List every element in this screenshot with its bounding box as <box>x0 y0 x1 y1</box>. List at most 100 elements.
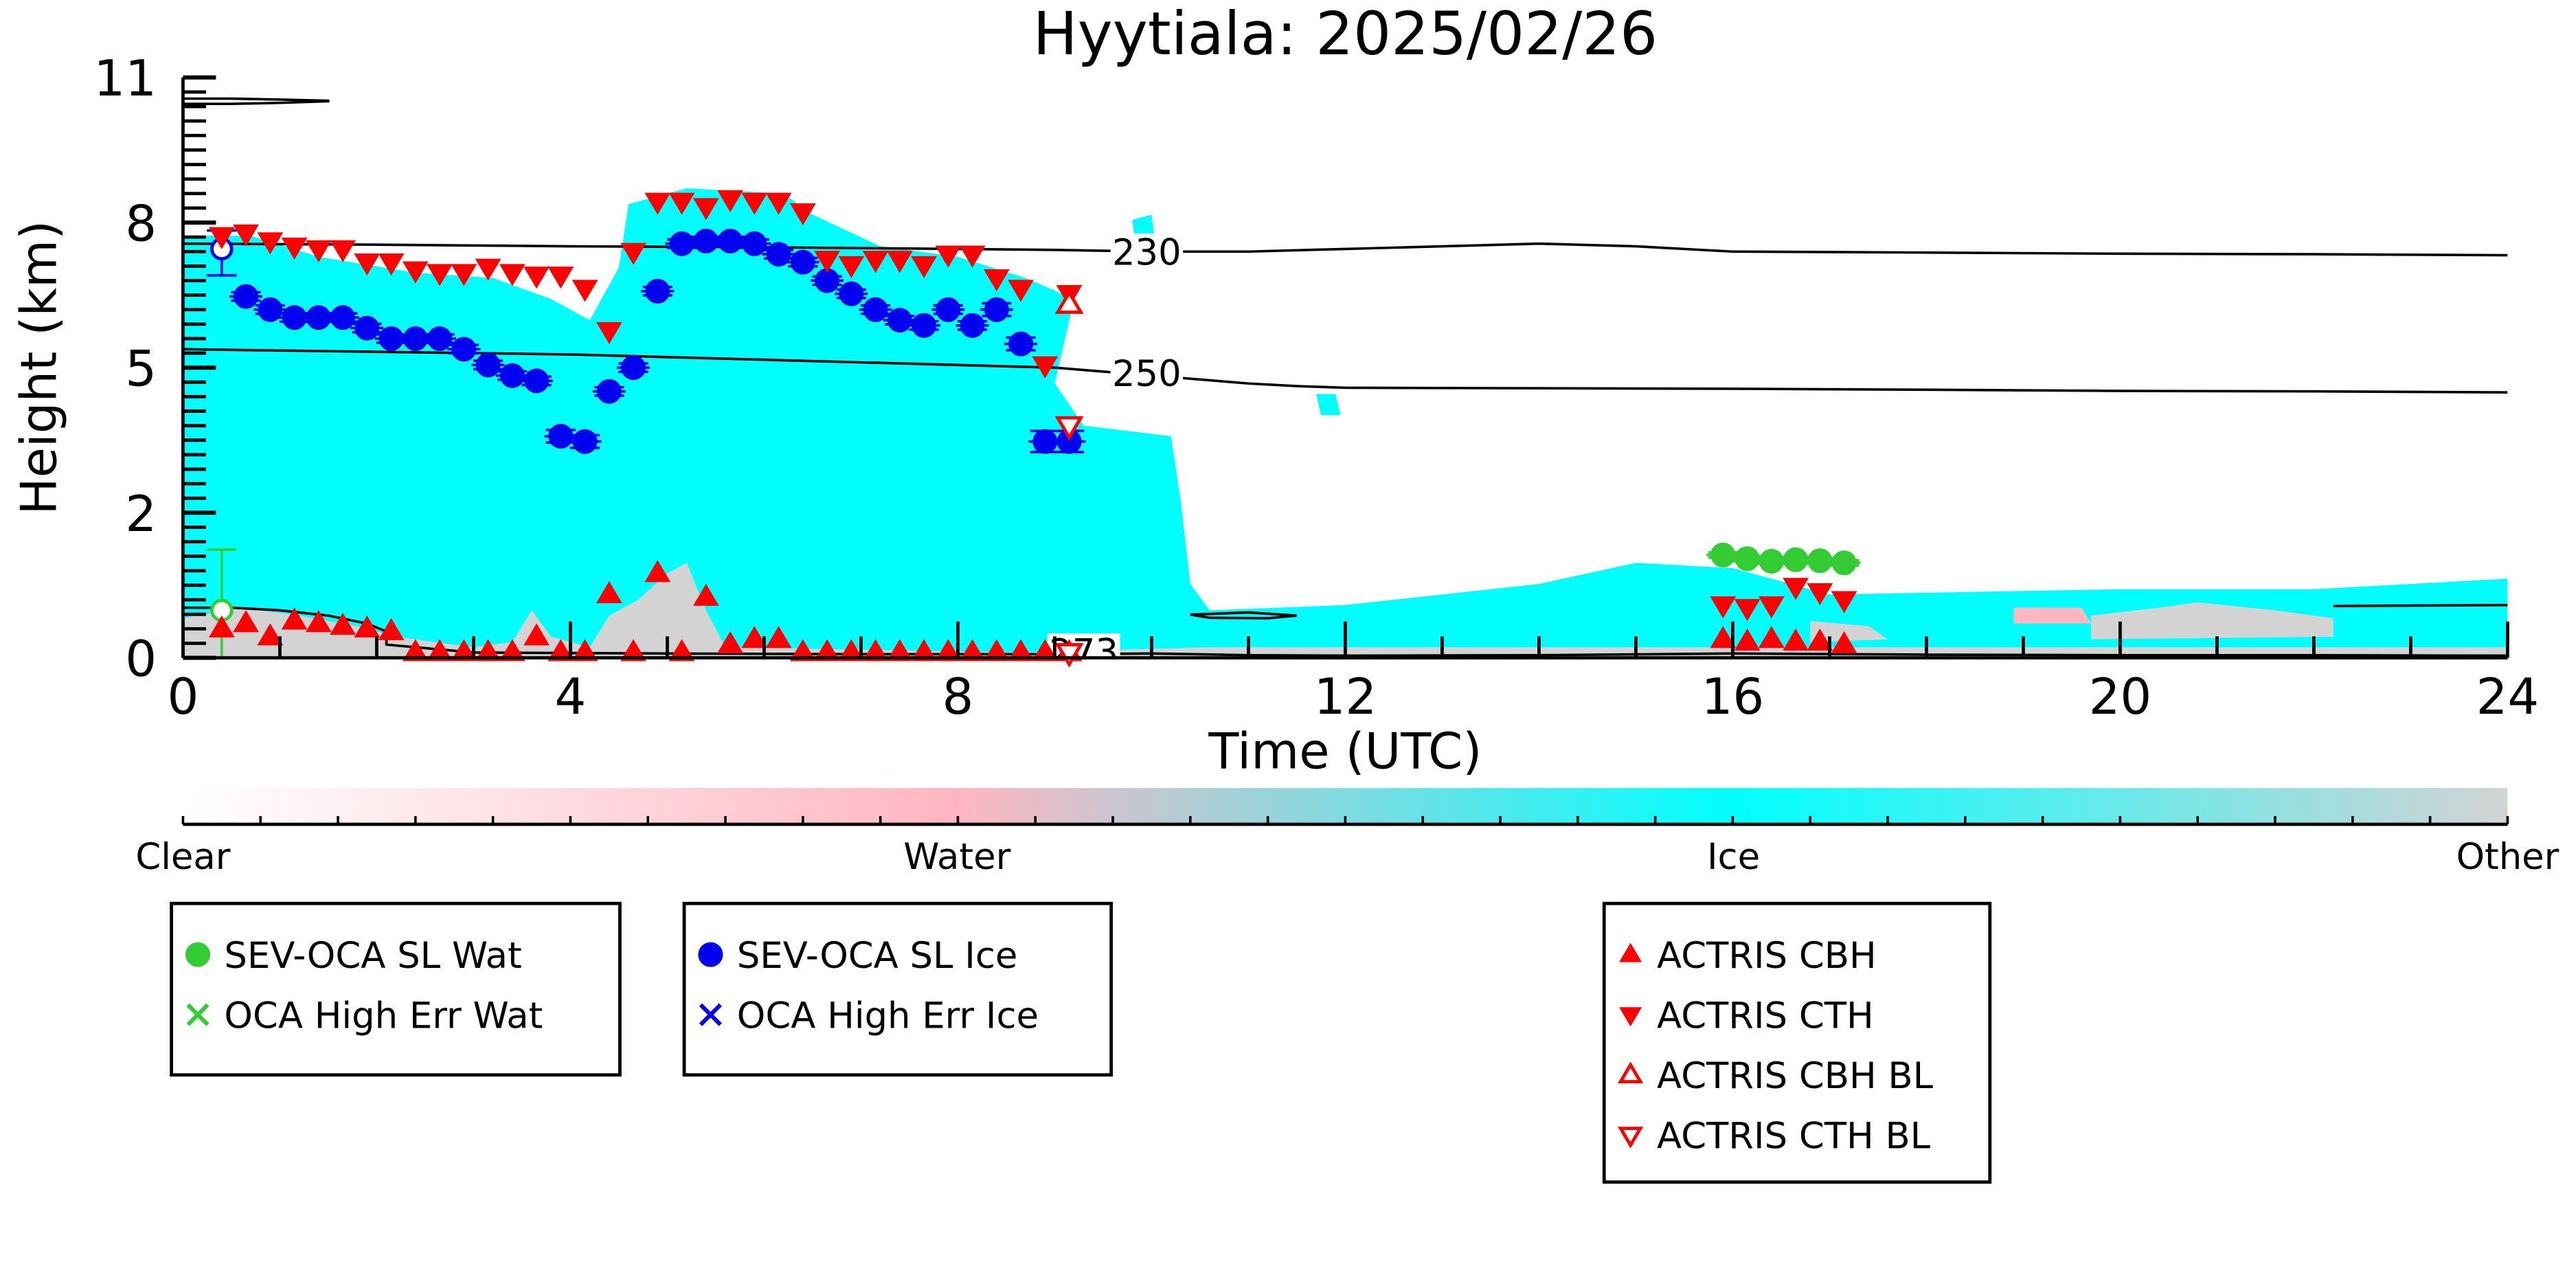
series-actris-cbh-bl <box>1054 289 1084 314</box>
legend-frame <box>682 901 1113 1077</box>
legend-frame <box>1602 901 1992 1184</box>
data-point <box>208 615 235 637</box>
legend-marker <box>1618 1061 1644 1083</box>
x-tick-label: 4 <box>554 668 586 725</box>
legend-label: SEV-OCA SL Wat <box>224 935 521 977</box>
data-point <box>305 610 332 633</box>
axes: 0 2 5 8 11 0 4 8 12 16 20 24 <box>93 49 2539 725</box>
phase-region-ice <box>1316 394 1341 416</box>
data-point <box>620 639 646 662</box>
data-point <box>427 326 453 351</box>
data-point <box>572 639 598 662</box>
data-point <box>935 639 962 662</box>
data-point <box>644 192 671 215</box>
data-point <box>1759 549 1784 574</box>
contour-line <box>183 97 330 105</box>
data-point <box>886 639 913 662</box>
data-point <box>523 623 550 646</box>
data-point <box>451 639 477 662</box>
data-point <box>717 190 743 212</box>
legend-marker <box>1619 942 1642 962</box>
data-point <box>475 639 501 662</box>
data-point <box>572 429 598 454</box>
data-point <box>1032 356 1059 379</box>
chart-title: Hyytiala: 2025/02/26 <box>1033 0 1658 69</box>
data-point <box>257 232 284 255</box>
y-tick-label: 0 <box>125 630 157 688</box>
data-point <box>402 261 429 284</box>
data-point <box>765 192 792 215</box>
phase-region-other <box>2091 602 2334 640</box>
data-point <box>1807 548 1833 574</box>
data-point <box>863 297 888 322</box>
data-point <box>789 203 816 226</box>
data-point <box>887 308 912 333</box>
data-point <box>548 424 574 449</box>
x-tick-label: 8 <box>942 668 973 725</box>
data-point <box>234 284 259 309</box>
data-point <box>475 258 501 281</box>
data-point <box>1831 591 1857 613</box>
legend-label: ACTRIS CBH <box>1657 935 1877 977</box>
contour-label-bg <box>1110 354 1184 392</box>
legend-frame <box>170 901 622 1077</box>
colorbar-ticks <box>181 816 2509 824</box>
data-point <box>886 251 913 273</box>
legend-marker <box>698 942 723 967</box>
y-axis-label: Height (km) <box>10 221 68 515</box>
data-point <box>378 253 405 276</box>
data-point <box>1054 416 1084 441</box>
data-point <box>330 613 356 635</box>
data-point <box>766 242 791 267</box>
data-point <box>451 264 477 286</box>
data-point <box>838 256 865 278</box>
data-point <box>692 198 719 221</box>
series-actris-cth-bl <box>1054 416 1084 668</box>
contour-line <box>2333 604 2508 608</box>
data-point <box>1831 631 1857 654</box>
data-point <box>1054 643 1084 668</box>
data-point <box>233 610 259 633</box>
legend-box: ACTRIS CBH ACTRIS CTH ACTRIS CBH BL ACTRIS … <box>1602 901 1992 1184</box>
data-point <box>572 280 598 302</box>
data-point <box>717 631 743 654</box>
x-ticks <box>181 621 2509 658</box>
colorbar-labels: Clear Water Ice Other <box>135 836 2559 878</box>
contour-line <box>183 242 2508 257</box>
data-point <box>765 626 792 648</box>
data-point <box>499 264 526 286</box>
data-point <box>330 240 356 262</box>
data-point <box>451 337 477 362</box>
contour-label: 273 <box>1049 632 1118 674</box>
data-point <box>983 269 1010 292</box>
data-point <box>499 639 526 662</box>
data-point <box>620 242 646 265</box>
data-point <box>959 639 986 662</box>
data-point <box>1783 629 1809 651</box>
x-tick-label: 20 <box>2089 668 2152 725</box>
data-point <box>208 227 235 249</box>
legend-marker <box>1619 1007 1642 1027</box>
data-point <box>1710 542 1736 567</box>
data-point <box>354 615 381 637</box>
data-point <box>1054 289 1084 314</box>
data-point <box>814 639 840 662</box>
data-point <box>984 297 1009 322</box>
data-point <box>233 224 259 247</box>
data-point <box>281 237 308 260</box>
data-point <box>305 240 332 262</box>
colorbar-label: Other <box>2456 836 2559 878</box>
legend-label: ACTRIS CBH BL <box>1657 1055 1934 1097</box>
data-point <box>669 231 694 256</box>
data-point <box>1758 596 1785 619</box>
data-point <box>741 626 768 648</box>
legend-label: OCA High Err Wat <box>224 995 543 1037</box>
x-axis-label: Time (UTC) <box>1208 722 1482 780</box>
data-point <box>1783 578 1809 600</box>
phase-region-ice <box>183 188 2508 658</box>
x-tick-label: 12 <box>1314 668 1377 725</box>
x-stroke <box>699 1003 722 1026</box>
data-point <box>1758 626 1785 648</box>
data-point <box>402 639 429 662</box>
